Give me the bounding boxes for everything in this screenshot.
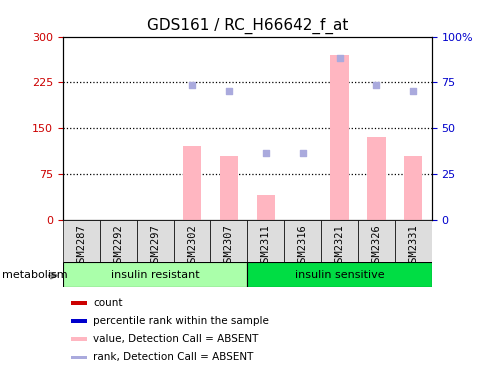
Bar bbox=[330, 55, 348, 220]
Text: GSM2311: GSM2311 bbox=[260, 225, 270, 268]
Point bbox=[298, 150, 306, 156]
Point bbox=[408, 89, 416, 94]
Point bbox=[335, 55, 343, 61]
Bar bbox=[247, 220, 284, 262]
Bar bbox=[71, 301, 87, 305]
Text: insulin resistant: insulin resistant bbox=[111, 269, 199, 280]
Bar bbox=[63, 220, 100, 262]
Bar bbox=[136, 220, 173, 262]
Bar bbox=[357, 220, 394, 262]
Bar bbox=[100, 220, 136, 262]
Bar bbox=[210, 220, 247, 262]
Bar bbox=[247, 262, 431, 287]
Point bbox=[225, 89, 232, 94]
Text: GSM2292: GSM2292 bbox=[113, 225, 123, 268]
Bar bbox=[284, 220, 320, 262]
Text: GSM2297: GSM2297 bbox=[150, 225, 160, 268]
Point bbox=[372, 82, 379, 88]
Text: value, Detection Call = ABSENT: value, Detection Call = ABSENT bbox=[93, 335, 258, 344]
Point bbox=[188, 82, 196, 88]
Text: GSM2307: GSM2307 bbox=[224, 225, 233, 268]
Bar bbox=[256, 195, 274, 220]
Bar bbox=[63, 262, 247, 287]
Point bbox=[261, 150, 269, 156]
Bar bbox=[71, 320, 87, 323]
Text: GSM2302: GSM2302 bbox=[187, 225, 197, 268]
Text: GSM2326: GSM2326 bbox=[371, 225, 380, 268]
Bar bbox=[320, 220, 357, 262]
Bar bbox=[173, 220, 210, 262]
Text: GSM2287: GSM2287 bbox=[76, 225, 86, 268]
Title: GDS161 / RC_H66642_f_at: GDS161 / RC_H66642_f_at bbox=[146, 18, 348, 34]
Text: GSM2316: GSM2316 bbox=[297, 225, 307, 268]
Bar bbox=[219, 156, 238, 220]
Text: count: count bbox=[93, 298, 122, 308]
Text: GSM2321: GSM2321 bbox=[334, 225, 344, 268]
Bar bbox=[71, 355, 87, 359]
Bar bbox=[366, 137, 385, 220]
Bar bbox=[403, 156, 422, 220]
Bar bbox=[182, 146, 201, 220]
Text: GSM2331: GSM2331 bbox=[408, 225, 417, 268]
Bar bbox=[394, 220, 431, 262]
Text: rank, Detection Call = ABSENT: rank, Detection Call = ABSENT bbox=[93, 352, 253, 362]
Text: percentile rank within the sample: percentile rank within the sample bbox=[93, 316, 269, 326]
Text: insulin sensitive: insulin sensitive bbox=[294, 269, 383, 280]
Text: metabolism: metabolism bbox=[2, 270, 68, 280]
Bar bbox=[71, 337, 87, 341]
